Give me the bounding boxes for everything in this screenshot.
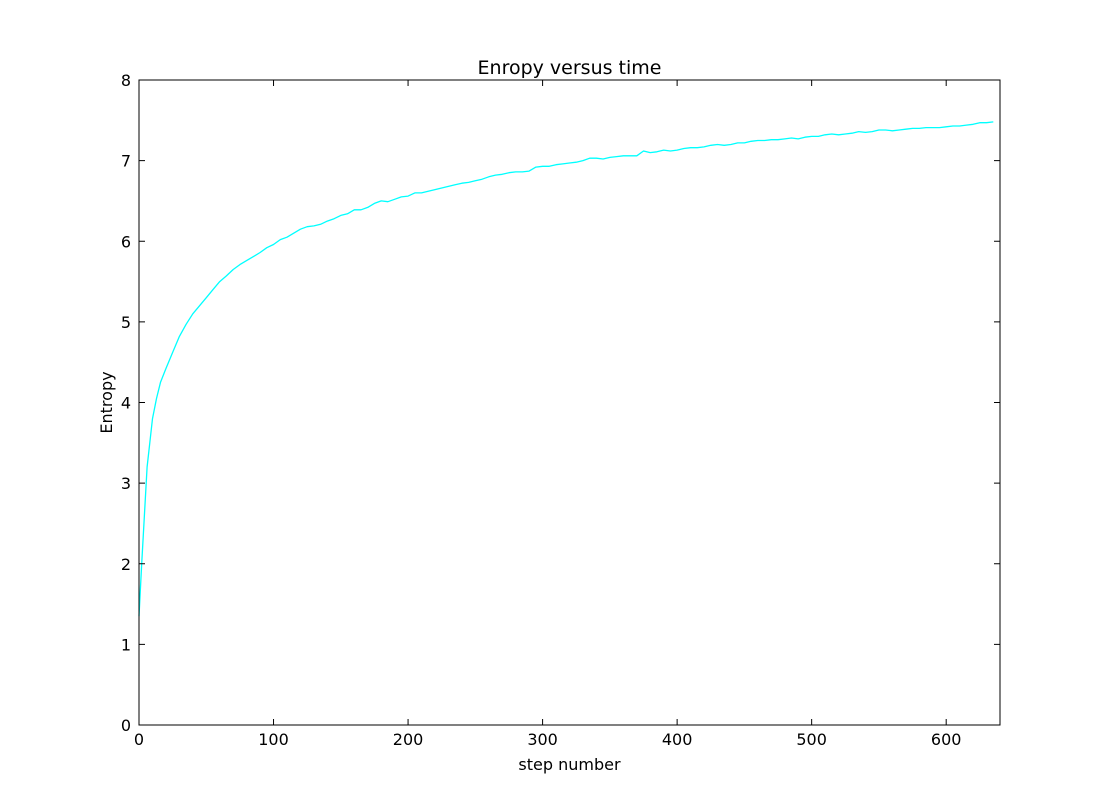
x-tick-label: 600 bbox=[931, 730, 962, 749]
y-tick-label: 2 bbox=[121, 555, 131, 574]
x-tick-label: 300 bbox=[527, 730, 558, 749]
y-tick-label: 8 bbox=[121, 71, 131, 90]
plot-area bbox=[138, 121, 994, 617]
axes-frame bbox=[138, 79, 1001, 726]
entropy-series-line bbox=[138, 121, 994, 617]
y-tick-label: 4 bbox=[121, 394, 131, 413]
y-tick-label: 1 bbox=[121, 635, 131, 654]
y-tick-label: 0 bbox=[121, 716, 131, 735]
y-tick-label: 5 bbox=[121, 313, 131, 332]
x-tick-label: 100 bbox=[258, 730, 289, 749]
y-tick-label: 6 bbox=[121, 232, 131, 251]
axis-ticks bbox=[138, 79, 1000, 726]
x-tick-label: 400 bbox=[662, 730, 693, 749]
y-tick-label: 3 bbox=[121, 474, 131, 493]
x-tick-label: 500 bbox=[796, 730, 827, 749]
tick-labels: 0 100 200 300 400 500 600 0 1 2 3 4 5 6 7 8 bbox=[121, 71, 962, 749]
y-axis-label: Entropy bbox=[97, 371, 116, 433]
chart-title: Enropy versus time bbox=[478, 57, 662, 79]
x-tick-label: 200 bbox=[393, 730, 424, 749]
x-axis-label: step number bbox=[518, 755, 621, 774]
y-tick-label: 7 bbox=[121, 152, 131, 171]
x-tick-label: 0 bbox=[134, 730, 144, 749]
